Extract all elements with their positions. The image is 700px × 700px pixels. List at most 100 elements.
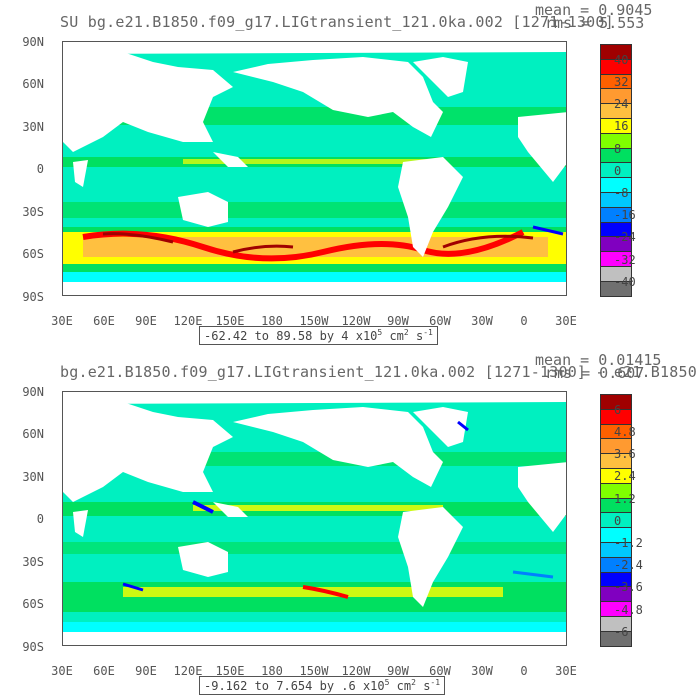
range-suffix: s <box>408 329 424 343</box>
colorbar-label: 40 <box>614 52 629 67</box>
colorbar-label: 16 <box>614 119 629 134</box>
lat-label: 90S <box>22 290 44 304</box>
lon-label: 90E <box>135 664 157 678</box>
lat-label: 0 <box>36 512 44 526</box>
lon-label: 0 <box>520 664 528 678</box>
madagascar <box>73 160 88 187</box>
lon-label: 0 <box>520 314 528 328</box>
lon-label: 90E <box>135 314 157 328</box>
equatorial-jet <box>183 159 443 164</box>
eurasia <box>63 52 233 152</box>
field-band <box>63 272 566 282</box>
lat-label: 90S <box>22 640 44 654</box>
colorbar-label: 8 <box>614 141 622 156</box>
acc-front <box>302 585 349 599</box>
colorbar-label: 0 <box>614 163 622 178</box>
colorbar-label: 4.8 <box>614 425 636 439</box>
colorbar-label: 3.6 <box>614 447 636 462</box>
mean-value: mean = 0.01415 <box>535 351 662 369</box>
colorbar-label: -16 <box>614 208 636 223</box>
arctic-edge <box>63 42 566 54</box>
range-units-exponent: 2 <box>411 678 416 687</box>
lat-label: 90N <box>22 35 44 49</box>
australia <box>178 192 228 227</box>
equatorial-jet <box>192 500 214 514</box>
africa <box>518 112 566 182</box>
lat-label: 0 <box>36 162 44 176</box>
colorbar-label: -40 <box>614 274 636 289</box>
colorbar-label: 1.2 <box>614 491 636 506</box>
lon-label: 30W <box>471 664 493 678</box>
colorbar-label: 24 <box>614 97 629 112</box>
eurasia <box>63 402 233 502</box>
colorbar-label: -24 <box>614 230 636 245</box>
lat-label: 60S <box>22 597 44 611</box>
acc-front <box>122 582 144 592</box>
mean-value: mean = 0.9045 <box>535 1 653 19</box>
antarctica <box>63 282 566 295</box>
colorbar-label: -2.4 <box>614 558 643 573</box>
colorbar-label: -1.2 <box>614 536 643 550</box>
maritime-continent <box>213 502 248 517</box>
madagascar <box>73 510 88 537</box>
lat-label: 30S <box>22 555 44 569</box>
lon-label: 150W <box>299 314 329 328</box>
lon-label: 120E <box>173 664 203 678</box>
range-units-exponent: 2 <box>403 328 409 337</box>
greenland <box>413 57 468 97</box>
range-units: cm <box>382 329 404 343</box>
south-america <box>398 157 463 257</box>
colorbar-label: -6 <box>614 624 629 639</box>
field-map <box>63 392 566 645</box>
lat-label: 60S <box>22 247 44 261</box>
acc-front <box>532 225 564 236</box>
range-exponent: 5 <box>377 328 383 337</box>
africa <box>518 462 566 532</box>
range-suffix-exponent: -1 <box>430 678 441 687</box>
lon-label: 120W <box>341 314 371 328</box>
field-map <box>63 42 566 295</box>
lon-label: 30E <box>555 314 577 328</box>
lon-label: 150E <box>215 664 245 678</box>
map-panel-bottom: bg.e21.B1850.f09_g17.LIGtransient_121.0k… <box>0 350 700 700</box>
colorbar-label: -32 <box>614 252 636 267</box>
colorbar-label: 0 <box>614 513 622 528</box>
lat-label: 60N <box>22 77 44 91</box>
north-america <box>233 407 443 487</box>
colorbar-label: 2.4 <box>614 469 636 484</box>
field-band <box>63 202 566 218</box>
field-band <box>63 542 566 554</box>
map-frame <box>62 41 567 296</box>
colorbar-label: 32 <box>614 75 629 89</box>
lat-label: 30S <box>22 205 44 219</box>
colorbar <box>600 44 632 297</box>
range-units: cm <box>389 679 412 693</box>
lon-label: 60W <box>429 664 451 678</box>
acc-front <box>102 232 534 254</box>
arctic-edge <box>63 392 566 404</box>
lat-label: 30N <box>22 470 44 484</box>
lon-label: 180 <box>261 664 283 678</box>
acc-front <box>82 229 525 262</box>
lon-label: 60E <box>93 664 115 678</box>
contour-range-box: -62.42 to 89.58 by 4 x105 cm2 s-1 <box>199 326 438 345</box>
north-america <box>233 57 443 137</box>
lon-label: 180 <box>261 314 283 328</box>
range-text: -62.42 to 89.58 by 4 x10 <box>204 329 378 343</box>
range-suffix: s <box>415 679 431 693</box>
colorbar <box>600 394 632 647</box>
panel-title: SU bg.e21.B1850.f09_g17.LIGtransient_121… <box>60 13 614 31</box>
greenland <box>413 407 468 447</box>
colorbar-label: -8 <box>614 186 629 200</box>
colorbar-label: 6 <box>614 402 622 417</box>
lon-label: 120E <box>173 314 203 328</box>
panel-title: bg.e21.B1850.f09_g17.LIGtransient_121.0k… <box>60 363 700 381</box>
colorbar-swatch <box>600 280 632 297</box>
lon-label: 90W <box>387 664 409 678</box>
rms-value: rms = 0.607 <box>545 364 645 382</box>
lat-label: 90N <box>22 385 44 399</box>
australia <box>178 542 228 577</box>
colorbar-label: -4.8 <box>614 602 643 617</box>
lon-label: 30E <box>51 314 73 328</box>
south-america <box>398 507 463 607</box>
